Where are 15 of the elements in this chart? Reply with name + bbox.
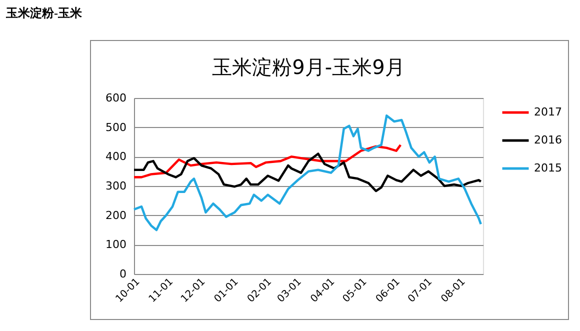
- chart-title: 玉米淀粉-玉米: [6, 5, 82, 22]
- y-tick-label: 600: [106, 92, 126, 104]
- chart-subtitle: 玉米淀粉9月-玉米9月: [212, 55, 405, 79]
- legend-label: 2017: [534, 106, 562, 118]
- y-tick-label: 100: [106, 238, 126, 252]
- y-tick-label: 0: [120, 268, 126, 280]
- y-tick-label: 500: [106, 120, 126, 134]
- y-tick-label: 300: [106, 180, 126, 192]
- y-tick-label: 400: [106, 150, 126, 164]
- line-series: [132, 152, 482, 192]
- legend-label: 2016: [534, 134, 562, 146]
- line-series: [132, 114, 482, 232]
- y-tick-label: 200: [106, 208, 126, 222]
- legend-label: 2015: [534, 162, 562, 174]
- line-series: [132, 144, 402, 178]
